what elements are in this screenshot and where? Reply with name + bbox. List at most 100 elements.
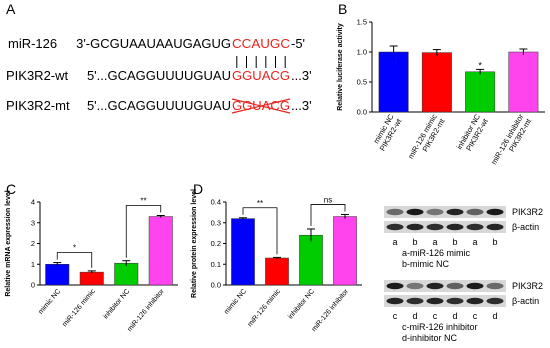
blot-band bbox=[406, 282, 424, 290]
y-tick-label: 0 bbox=[31, 281, 35, 290]
bar bbox=[45, 264, 70, 286]
band-label: PIK3R2 bbox=[512, 207, 543, 217]
y-tick-label: 0.4 bbox=[211, 198, 221, 207]
lane-label: a bbox=[472, 237, 477, 247]
significance: * bbox=[478, 60, 482, 70]
blot-band bbox=[446, 297, 464, 305]
significance: ** bbox=[257, 199, 263, 208]
blot-band bbox=[486, 223, 504, 231]
row-name: PIK3R2-mt bbox=[6, 98, 70, 113]
panel-letter: B bbox=[338, 1, 347, 17]
bar bbox=[114, 262, 139, 286]
significance: ** bbox=[140, 196, 146, 205]
lane-label: b bbox=[492, 237, 497, 247]
seq-left: 5'...GCAGGUUUUGUAU bbox=[87, 68, 231, 83]
y-tick-label: 0.3 bbox=[211, 218, 221, 227]
y-axis-label: Relative luciferase activity bbox=[337, 23, 344, 111]
x-tick-label: miR-126 inhibitor bbox=[311, 288, 351, 334]
panel-letter: C bbox=[6, 181, 16, 197]
bar bbox=[299, 234, 323, 286]
blot-band bbox=[426, 223, 444, 231]
blot-band bbox=[406, 223, 424, 231]
x-tick-label: miR-126 mimic bbox=[61, 288, 97, 329]
significance-bracket bbox=[310, 204, 346, 226]
blot-band bbox=[406, 208, 424, 216]
y-tick-label: 0.2 bbox=[211, 239, 221, 248]
blot-band bbox=[446, 223, 464, 231]
y-tick-label: 1.5 bbox=[357, 18, 367, 27]
blot-legend: c-miR-126 inhibitor bbox=[402, 322, 478, 332]
x-tick-label: inhibitor NC bbox=[102, 288, 131, 321]
blot-band bbox=[446, 208, 464, 216]
bar bbox=[333, 216, 357, 286]
panel-letter: D bbox=[193, 181, 203, 197]
blot-legend: d-inhibitor NC bbox=[402, 333, 458, 343]
blot-band bbox=[466, 282, 484, 290]
pairing-lines bbox=[236, 56, 286, 68]
blot-band bbox=[446, 282, 464, 290]
lane-label: c bbox=[473, 311, 478, 321]
blot-band bbox=[486, 208, 504, 216]
blot-legend: a-miR-126 mimic bbox=[402, 248, 471, 258]
x-tick-label: miR-126 inhibitorPIK3R2-mt bbox=[489, 112, 533, 171]
blot-band bbox=[426, 208, 444, 216]
seq-site: GGUACG bbox=[232, 68, 290, 83]
lane-label: b bbox=[452, 237, 457, 247]
sequence-panel: miR-126 3'-GCGUAAUAAUGAGUG CCAUGC -5' PI… bbox=[6, 36, 312, 114]
x-tick-label: miR-126 inhibitor bbox=[126, 288, 166, 334]
lane-label: b bbox=[412, 237, 417, 247]
bar bbox=[231, 218, 255, 286]
y-tick-label: 0.0 bbox=[357, 108, 367, 117]
seq-right: ...3' bbox=[291, 68, 312, 83]
blot-band bbox=[486, 282, 504, 290]
blot-band bbox=[426, 282, 444, 290]
lane-label: d bbox=[452, 311, 457, 321]
bar bbox=[465, 71, 496, 113]
significance-bracket bbox=[242, 207, 278, 255]
x-tick-label: mimic NC bbox=[37, 288, 62, 316]
bar bbox=[508, 51, 539, 113]
y-tick-label: 0.1 bbox=[211, 260, 221, 269]
lane-label: c bbox=[433, 311, 438, 321]
y-tick-label: 2 bbox=[31, 239, 35, 248]
row-name: miR-126 bbox=[8, 36, 57, 51]
row-name: PIK3R2-wt bbox=[6, 68, 69, 83]
y-tick-label: 1.0 bbox=[357, 48, 367, 57]
seq-right: ...3' bbox=[291, 98, 312, 113]
seq-right: -5' bbox=[291, 36, 305, 51]
bar bbox=[378, 51, 409, 113]
bar bbox=[421, 52, 452, 113]
x-tick-label: mimic NCPIK3R2-wt bbox=[370, 112, 404, 153]
seq-site: CCAUGC bbox=[232, 36, 290, 51]
blot-band bbox=[386, 297, 404, 305]
blot-band bbox=[466, 297, 484, 305]
blot-legend: b-mimic NC bbox=[402, 259, 449, 269]
x-tick-label: inhibitor NCPIK3R2-wt bbox=[455, 112, 491, 156]
blot-band bbox=[386, 223, 404, 231]
lane-label: a bbox=[392, 237, 397, 247]
lane-label: a bbox=[432, 237, 437, 247]
y-tick-label: 0.5 bbox=[357, 78, 367, 87]
y-tick-label: 3 bbox=[31, 218, 35, 227]
y-axis-label: Relative protein expression level bbox=[191, 189, 198, 298]
blot-band bbox=[426, 297, 444, 305]
blot-band bbox=[466, 208, 484, 216]
seq-left: 3'-GCGUAAUAAUGAGUG bbox=[76, 36, 231, 51]
blot-band bbox=[466, 223, 484, 231]
x-tick-label: miR-126 mimic bbox=[247, 288, 283, 329]
panel-letter: A bbox=[6, 1, 16, 17]
band-label: β-actin bbox=[512, 296, 539, 306]
significance-bracket bbox=[125, 205, 162, 258]
blot-band bbox=[386, 208, 404, 216]
x-tick-label: mimic NC bbox=[223, 288, 248, 316]
lane-label: d bbox=[492, 311, 497, 321]
x-tick-label: inhibitor NC bbox=[287, 288, 316, 321]
band-label: PIK3R2 bbox=[512, 281, 543, 291]
y-tick-label: 1 bbox=[31, 260, 35, 269]
y-tick-label: 4 bbox=[31, 198, 35, 207]
bar bbox=[79, 271, 104, 286]
y-tick-label: 0.0 bbox=[211, 281, 221, 290]
x-tick-label: miR-126 mimicPIK3R2-mt bbox=[406, 112, 447, 165]
mutation-cross bbox=[231, 98, 291, 114]
lane-label: c bbox=[393, 311, 398, 321]
